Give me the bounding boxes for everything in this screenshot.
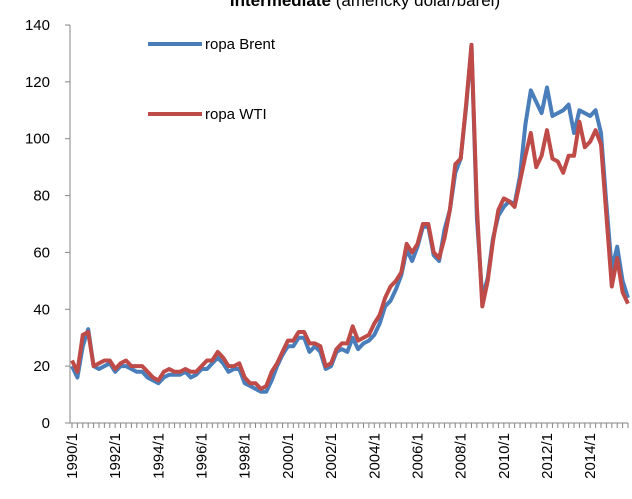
- chart-title: Intermediate (americký dolar/barel): [230, 0, 500, 10]
- y-tick-label: 120: [25, 74, 50, 91]
- y-tick-label: 80: [33, 188, 50, 205]
- x-tick-label: 1994/1: [150, 433, 167, 479]
- x-tick-label: 2006/1: [409, 433, 426, 479]
- legend-label: ropa WTI: [205, 106, 267, 123]
- x-tick-label: 2004/1: [366, 433, 383, 479]
- legend-label: ropa Brent: [205, 36, 276, 53]
- x-tick-label: 1996/1: [194, 433, 211, 479]
- x-tick-label: 1990/1: [64, 433, 81, 479]
- y-tick-label: 140: [25, 17, 50, 34]
- y-tick-label: 100: [25, 131, 50, 148]
- y-tick-label: 60: [33, 244, 50, 261]
- title-bold: Intermediate: [230, 0, 331, 10]
- x-tick-label: 2010/1: [496, 433, 513, 479]
- x-tick-label: 2000/1: [280, 433, 297, 479]
- x-tick-label: 2014/1: [582, 433, 599, 479]
- x-tick-label: 1992/1: [107, 433, 124, 479]
- x-tick-label: 1998/1: [237, 433, 254, 479]
- title-normal: (americký dolar/barel): [336, 0, 500, 10]
- x-tick-label: 2012/1: [539, 433, 556, 479]
- line-series: [70, 42, 630, 394]
- y-tick-label: 40: [33, 301, 50, 318]
- x-tick-label: 2008/1: [453, 433, 470, 479]
- line-series: [70, 42, 630, 391]
- y-tick-label: 20: [33, 358, 50, 375]
- y-tick-label: 0: [42, 415, 50, 432]
- x-tick-label: 2002/1: [323, 433, 340, 479]
